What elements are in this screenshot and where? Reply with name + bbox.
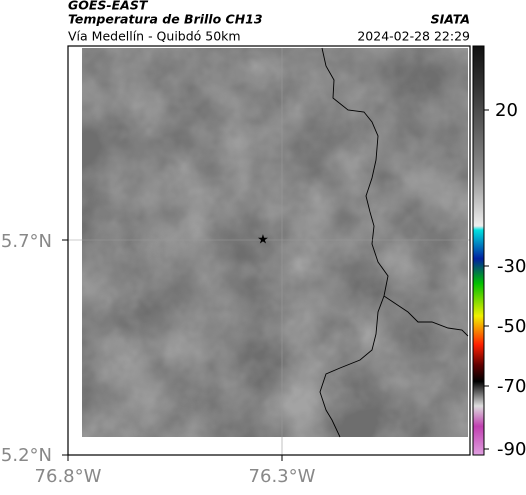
location-marker: ★ bbox=[257, 233, 269, 248]
colorbar-ticks bbox=[484, 109, 489, 450]
boundary bbox=[383, 295, 469, 337]
lat-label: 5.2°N bbox=[1, 445, 52, 466]
region: Vía Medellín - Quibdó 50km bbox=[68, 29, 241, 44]
timestamp: 2024-02-28 22:29 bbox=[357, 29, 470, 44]
lat-label: 5.7°N bbox=[1, 231, 52, 252]
colorbar bbox=[472, 45, 485, 456]
colorbar-label: 20 bbox=[495, 100, 518, 121]
colorbar-label: -30 bbox=[497, 256, 526, 277]
colorbar-label: -50 bbox=[497, 316, 526, 337]
source: SIATA bbox=[431, 12, 470, 27]
map-frame bbox=[67, 45, 471, 456]
lon-label: 76.8°W bbox=[35, 466, 102, 487]
colorbar-label: -70 bbox=[497, 376, 526, 397]
lon-label: 76.3°W bbox=[249, 466, 316, 487]
colorbar-label: -90 bbox=[497, 439, 526, 460]
cloud-texture bbox=[82, 48, 468, 437]
boundary bbox=[319, 47, 389, 438]
subtitle: Temperatura de Brillo CH13 bbox=[68, 12, 263, 27]
title: GOES-EAST bbox=[68, 0, 149, 13]
